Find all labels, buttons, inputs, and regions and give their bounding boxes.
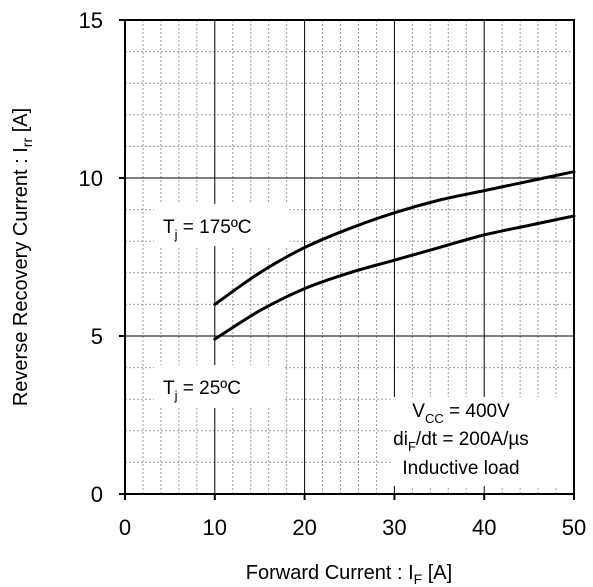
condition-vcc-main: V bbox=[412, 401, 425, 422]
x-axis-title-unit: [A] bbox=[422, 562, 452, 584]
condition-dif-dt: diF/dt = 200A/µs bbox=[393, 429, 529, 454]
series-label-25-background bbox=[154, 365, 284, 408]
y-axis-title-main: Reverse Recovery Current : I bbox=[10, 147, 32, 406]
series-label-175-rest: = 175ºC bbox=[178, 217, 252, 238]
condition-vcc-subscript: CC bbox=[425, 411, 444, 426]
y-axis-tick-label: 0 bbox=[91, 482, 103, 507]
condition-dif-dt-main: di bbox=[393, 429, 408, 450]
series-label-175-main: T bbox=[163, 217, 175, 238]
x-axis-tick-label: 20 bbox=[292, 515, 316, 540]
condition-load: Inductive load bbox=[402, 458, 519, 479]
y-axis-tick-label: 10 bbox=[79, 166, 103, 191]
y-axis-tick-label: 15 bbox=[79, 8, 103, 33]
y-axis-ticks: 0 5 10 15 bbox=[79, 8, 125, 507]
series-label-25: Tj = 25ºC bbox=[163, 378, 241, 403]
x-axis-ticks: 0 10 20 30 40 50 bbox=[119, 494, 586, 540]
condition-vcc-rest: = 400V bbox=[444, 401, 510, 422]
y-axis-tick-label: 5 bbox=[91, 324, 103, 349]
conditions-background bbox=[390, 397, 573, 486]
condition-dif-dt-subscript: F bbox=[408, 439, 416, 454]
plot-area-frame bbox=[124, 19, 575, 495]
series-tj-175-line bbox=[213, 170, 576, 306]
data-series bbox=[213, 170, 576, 341]
x-axis-tick-label: 30 bbox=[382, 515, 406, 540]
x-axis-tick-label: 40 bbox=[472, 515, 496, 540]
x-axis-title-main: Forward Current : I bbox=[246, 562, 414, 584]
series-label-25-main: T bbox=[163, 378, 175, 399]
condition-load-main: Inductive load bbox=[402, 458, 519, 479]
x-axis-tick-label: 0 bbox=[119, 515, 131, 540]
series-label-25-rest: = 25ºC bbox=[178, 378, 241, 399]
series-tj-25-line bbox=[213, 214, 576, 341]
x-axis-tick-label: 10 bbox=[203, 515, 227, 540]
series-label-25-subscript: j bbox=[174, 388, 178, 403]
condition-vcc: VCC = 400V bbox=[412, 401, 510, 426]
x-axis-tick-label: 50 bbox=[562, 515, 586, 540]
series-label-175-background bbox=[154, 204, 290, 246]
series-label-175-subscript: j bbox=[174, 227, 178, 242]
y-axis-title-unit: [A] bbox=[10, 108, 32, 138]
x-axis-title: Forward Current : IF [A] bbox=[246, 562, 452, 587]
y-axis-title-subscript: rr bbox=[19, 138, 35, 148]
y-axis-title: Reverse Recovery Current : Irr [A] bbox=[10, 108, 35, 406]
series-label-175: Tj = 175ºC bbox=[163, 217, 252, 242]
x-axis-title-subscript: F bbox=[414, 571, 423, 587]
condition-dif-dt-rest: /dt = 200A/µs bbox=[416, 429, 529, 450]
